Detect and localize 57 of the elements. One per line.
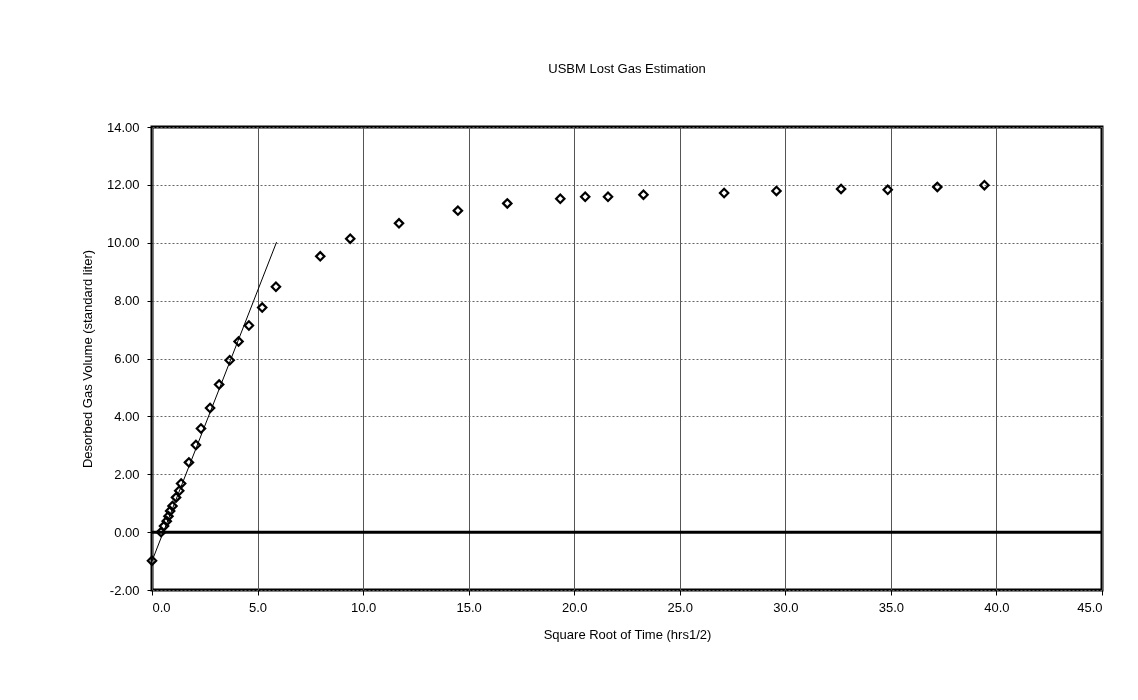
point <box>452 205 464 216</box>
y-tick-label: 4.00 <box>114 408 140 424</box>
point <box>175 478 187 489</box>
point <box>163 510 174 522</box>
y-tick-label: 6.00 <box>114 351 140 366</box>
point <box>344 233 356 244</box>
point <box>224 354 235 366</box>
point <box>835 183 847 195</box>
point <box>579 191 591 203</box>
y-tick-label: 0.00 <box>114 524 140 540</box>
y-tick-label: 10.00 <box>106 235 140 251</box>
point <box>393 218 405 229</box>
point <box>979 179 990 191</box>
point <box>190 439 202 451</box>
point <box>213 379 225 390</box>
point <box>602 191 614 203</box>
x-tick-label: 20.0 <box>562 599 588 615</box>
x-tick-label: 15.0 <box>456 599 482 615</box>
x-tick-label: 10.0 <box>350 599 377 615</box>
point <box>771 185 782 197</box>
y-tick-label: 14.00 <box>106 119 140 135</box>
point <box>932 181 943 193</box>
x-tick-label: 5.0 <box>249 599 268 615</box>
point <box>718 187 730 199</box>
point <box>167 500 178 512</box>
point <box>173 485 185 497</box>
x-tick-label: 40.0 <box>984 599 1010 615</box>
point <box>256 302 268 313</box>
point <box>638 189 649 200</box>
y-tick-label: 2.00 <box>114 466 140 482</box>
x-tick-label: 35.0 <box>878 599 905 615</box>
x-tick-label: 45.0 <box>1077 599 1103 615</box>
point <box>314 251 326 262</box>
point <box>170 492 182 503</box>
point <box>882 184 894 196</box>
point <box>555 193 566 205</box>
point <box>164 505 176 517</box>
point <box>204 402 216 414</box>
point <box>243 320 255 331</box>
point <box>146 555 158 567</box>
x-axis-title: Square Root of Time (hrs1/2) <box>543 626 712 642</box>
x-tick-label: 0.0 <box>152 599 171 615</box>
y-tick-label: -2.00 <box>109 582 140 598</box>
x-tick-label: 30.0 <box>773 599 799 615</box>
x-tick-label: 25.0 <box>667 599 693 615</box>
y-axis-title: Desorbed Gas Volume (standard liter) <box>79 249 95 469</box>
point <box>161 515 173 527</box>
point <box>183 457 195 468</box>
y-tick-label: 8.00 <box>114 293 140 309</box>
chart-title: USBM Lost Gas Estimation <box>548 61 706 76</box>
point <box>270 281 282 293</box>
point <box>195 423 207 434</box>
point <box>502 198 513 209</box>
point <box>233 336 244 347</box>
y-tick-label: 12.00 <box>106 177 140 193</box>
point <box>158 520 170 532</box>
point <box>155 526 167 538</box>
